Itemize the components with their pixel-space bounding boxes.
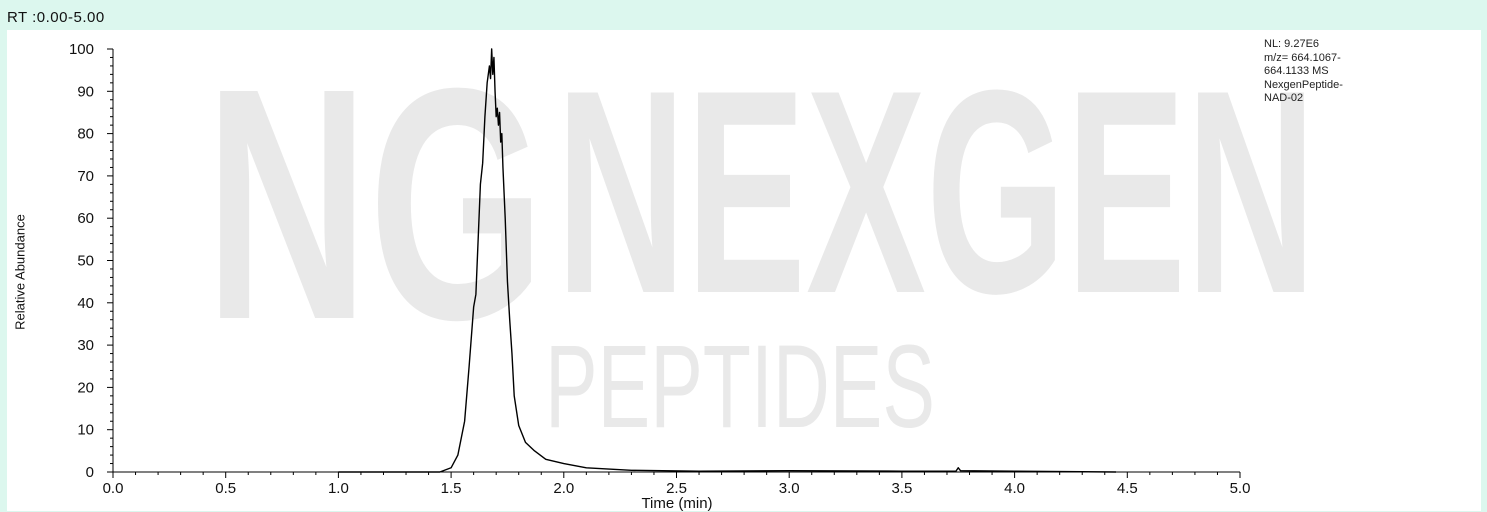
x-tick-label: 3.0 xyxy=(779,480,800,497)
y-axis-label: Relative Abundance xyxy=(12,214,28,330)
x-tick-label: 2.5 xyxy=(666,480,687,497)
info-line-sample: NexgenPeptide- xyxy=(1264,78,1343,91)
info-line-range: 664.1133 MS xyxy=(1264,65,1329,77)
x-axis-label: Time (min) xyxy=(641,495,713,512)
y-tick-label: 40 xyxy=(77,295,94,312)
brand-watermark: NG NEXGEN PEPTIDES xyxy=(205,19,1316,453)
x-tick-label: 2.0 xyxy=(553,480,574,497)
watermark-monogram: NG xyxy=(205,19,545,388)
y-tick-label: 80 xyxy=(77,126,94,143)
scan-info-panel: NL: 9.27E6 m/z= 664.1067- 664.1133 MS Ne… xyxy=(1264,38,1343,106)
x-tick-label: 5.0 xyxy=(1230,480,1251,497)
info-line-mz: m/z= 664.1067- xyxy=(1264,51,1341,64)
x-tick-label: 4.5 xyxy=(1117,480,1138,497)
rt-range-label: RT :0.00-5.00 xyxy=(7,9,105,26)
info-line-nl: NL: 9.27E6 xyxy=(1264,38,1320,50)
x-tick-label: 0.0 xyxy=(103,480,124,497)
y-tick-label: 10 xyxy=(77,422,94,439)
x-tick-label: 1.0 xyxy=(328,480,349,497)
x-tick-label: 3.5 xyxy=(891,480,912,497)
x-tick-label: 4.0 xyxy=(1004,480,1025,497)
plot-frame xyxy=(7,30,1481,511)
info-line-id: NAD-02 xyxy=(1264,92,1304,104)
y-tick-label: 60 xyxy=(77,210,94,227)
watermark-sub: PEPTIDES xyxy=(545,321,935,453)
y-tick-label: 20 xyxy=(77,379,94,396)
x-tick-label: 1.5 xyxy=(441,480,462,497)
watermark-brand: NEXGEN xyxy=(556,30,1316,354)
chromatogram-trace-0 xyxy=(338,48,1117,473)
y-tick-label: 0 xyxy=(86,464,94,481)
trace-group xyxy=(338,48,1117,473)
y-tick-label: 30 xyxy=(77,337,94,354)
y-tick-label: 100 xyxy=(69,41,94,58)
axes-group: 0 10 20 30 40 50 60 70 80 90 100 0.0 0.5 1.0 1.5 2.0 2.5… xyxy=(69,41,1250,497)
y-tick-label: 90 xyxy=(77,83,94,100)
x-tick-label: 0.5 xyxy=(215,480,236,497)
y-tick-label: 50 xyxy=(77,253,94,270)
y-tick-label: 70 xyxy=(77,168,94,185)
